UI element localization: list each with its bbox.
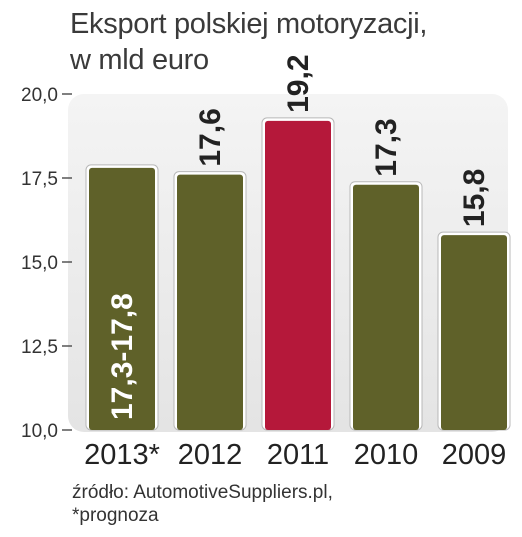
x-tick-label: 2013* [84, 439, 160, 471]
bar-value-label: 17,3 [370, 118, 403, 176]
y-tick-label: 17,5 [21, 169, 58, 190]
bar-2010 [353, 184, 419, 430]
bar-2009 [441, 235, 507, 430]
y-tick-label: 12,5 [21, 337, 58, 358]
y-tick-label: 10,0 [21, 421, 58, 442]
bar-value-label: 15,8 [458, 169, 491, 227]
x-tick-label: 2012 [178, 439, 243, 471]
x-tick-label: 2011 [267, 439, 329, 471]
source-text: źródło: AutomotiveSuppliers.pl, [72, 482, 333, 503]
y-tick-label: 20,0 [21, 85, 58, 106]
forecast-note: *prognoza [72, 505, 159, 526]
x-tick-label: 2009 [442, 439, 507, 471]
x-tick-label: 2010 [354, 439, 419, 471]
bar-value-label: 17,6 [194, 108, 227, 166]
y-axis: 20,0 17,5 15,0 12,5 10,0 [21, 85, 72, 442]
bars: 17,3-17,8 17,6 19,2 17,3 15,8 [85, 54, 511, 431]
chart-title: Eksport polskiej motoryzacji, [70, 8, 428, 40]
chart-subtitle: w mld euro [70, 44, 209, 76]
bar-value-label: 17,3-17,8 [106, 293, 139, 420]
bar-value-label: 19,2 [282, 54, 315, 112]
bar-2013 [89, 167, 155, 431]
bar-chart: 20,017,515,012,510,0 17,3-17,817,619,217… [21, 54, 511, 471]
chart-title-block: Eksport polskiej motoryzacji, w mld euro [70, 6, 427, 78]
y-tick-label: 15,0 [21, 253, 58, 274]
x-axis: 2013* 2012 2011 2010 2009 [84, 439, 506, 471]
source-note: źródło: AutomotiveSuppliers.pl, *prognoz… [72, 481, 333, 527]
bar-2012 [177, 174, 243, 430]
bar-2011 [265, 120, 331, 430]
